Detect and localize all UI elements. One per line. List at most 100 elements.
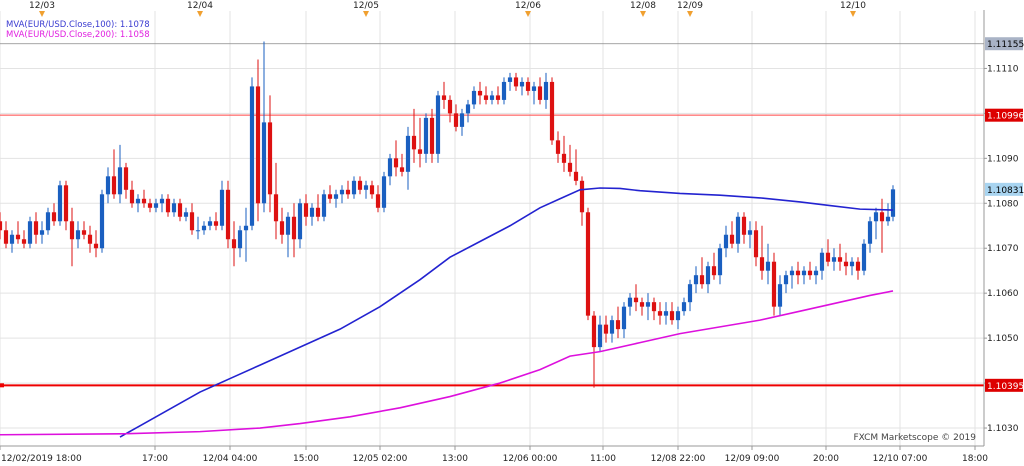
candle-body-64 <box>381 176 387 208</box>
candle-body-143 <box>855 261 861 271</box>
price-tags: 1.11155 1.10996 1.10831 1.10395 <box>985 37 1024 392</box>
candle-body-69 <box>411 135 417 150</box>
candle-body-14 <box>81 230 87 235</box>
candle-body-144 <box>861 243 867 271</box>
candle-body-119 <box>711 266 717 276</box>
date-marker-arrow-6 <box>850 11 856 17</box>
candle-body-66 <box>393 158 399 168</box>
candle-body-39 <box>231 239 237 249</box>
x-tick-label-9: 12/09 09:00 <box>725 454 780 464</box>
candle-body-124 <box>741 216 747 235</box>
candle-body-105 <box>627 297 633 307</box>
candle-body-16 <box>93 243 99 249</box>
price-level-handle-3 <box>0 383 4 388</box>
candle-body-58 <box>345 189 351 195</box>
candle-body-83 <box>495 95 501 100</box>
y-tick-label-8: 1.1030 <box>987 424 1019 434</box>
candle-body-81 <box>483 95 489 100</box>
candle-body-112 <box>669 311 675 321</box>
x-tick-label-6: 12/06 00:00 <box>503 454 558 464</box>
candle-body-76 <box>453 113 459 127</box>
candle-body-47 <box>279 221 285 235</box>
candle-body-80 <box>477 90 483 96</box>
candle-body-107 <box>639 302 645 307</box>
candle-body-17 <box>99 194 105 249</box>
date-marker-arrow-2 <box>363 11 369 17</box>
candle-body-147 <box>879 212 885 222</box>
candle-body-101 <box>603 324 609 334</box>
candle-body-8 <box>45 212 51 231</box>
candle-body-61 <box>363 185 369 190</box>
candle-body-120 <box>717 248 723 276</box>
candle-body-45 <box>267 122 273 195</box>
candle-body-87 <box>519 81 525 87</box>
candle-body-31 <box>183 212 189 217</box>
date-marker-label-4: 12/08 <box>630 1 656 11</box>
candle-body-5 <box>27 221 33 244</box>
date-marker-arrow-1 <box>197 11 203 17</box>
candle-body-11 <box>63 185 69 222</box>
candle-body-29 <box>171 203 177 213</box>
candle-body-100 <box>597 324 603 348</box>
candle-body-94 <box>561 153 567 163</box>
x-tick-label-7: 11:00 <box>590 454 616 464</box>
x-tick-label-8: 12/08 22:00 <box>651 454 706 464</box>
candle-body-97 <box>579 180 585 213</box>
candle-body-134 <box>801 270 807 276</box>
candle-body-118 <box>705 266 711 285</box>
date-marker-label-0: 12/03 <box>29 1 55 11</box>
candle-body-99 <box>591 315 597 348</box>
price-tag-label-0: 1.11155 <box>987 40 1024 50</box>
candle-body-18 <box>105 176 111 195</box>
candle-body-55 <box>327 194 333 199</box>
candle-body-138 <box>825 252 831 262</box>
candle-body-121 <box>723 234 729 249</box>
candle-body-7 <box>39 230 45 235</box>
candle-body-140 <box>837 257 843 262</box>
candle-body-88 <box>525 81 531 91</box>
candle-body-20 <box>117 167 123 195</box>
candle-body-104 <box>621 306 627 330</box>
candle-body-36 <box>213 221 219 226</box>
date-marker-arrow-3 <box>525 11 531 17</box>
candle-body-62 <box>369 185 375 195</box>
y-tick-label-0: 1.1110 <box>987 64 1019 74</box>
candle-body-90 <box>537 86 543 100</box>
candle-body-13 <box>75 230 81 240</box>
candle-body-71 <box>423 117 429 154</box>
price-tag-3 <box>985 378 1023 392</box>
candle-body-136 <box>813 270 819 276</box>
y-tick-label-2: 1.1090 <box>987 154 1019 164</box>
x-tick-label-10: 20:00 <box>813 454 839 464</box>
candle-body-27 <box>159 198 165 204</box>
candle-body-23 <box>135 198 141 204</box>
candle-body-93 <box>555 140 561 154</box>
x-tick-label-4: 12/05 02:00 <box>353 454 408 464</box>
price-tag-0 <box>985 37 1023 51</box>
candle-body-60 <box>357 180 363 190</box>
candle-body-73 <box>435 95 441 154</box>
x-tick-label-2: 12/04 04:00 <box>203 454 258 464</box>
candle-body-149 <box>890 189 896 217</box>
x-tick-label-12: 18:00 <box>962 454 988 464</box>
candle-body-109 <box>651 302 657 312</box>
candle-body-116 <box>693 275 699 285</box>
candle-body-102 <box>609 320 615 334</box>
x-tick-label-0: 12/02/2019 18:00 <box>1 454 82 464</box>
candle-body-82 <box>489 95 495 100</box>
date-marker-arrow-5 <box>687 11 693 17</box>
date-marker-arrow-0 <box>39 11 45 17</box>
price-tag-label-3: 1.10395 <box>987 382 1024 392</box>
candle-body-24 <box>141 198 147 204</box>
moving-averages <box>0 187 894 438</box>
candle-body-26 <box>153 203 159 208</box>
candle-body-48 <box>285 216 291 235</box>
candle-body-51 <box>303 203 309 217</box>
candle-body-68 <box>405 135 411 172</box>
candle-body-41 <box>243 225 249 231</box>
date-marker-label-1: 12/04 <box>187 1 213 11</box>
top-date-strip <box>0 0 984 11</box>
candle-body-92 <box>549 81 555 141</box>
candle-body-139 <box>831 257 837 262</box>
